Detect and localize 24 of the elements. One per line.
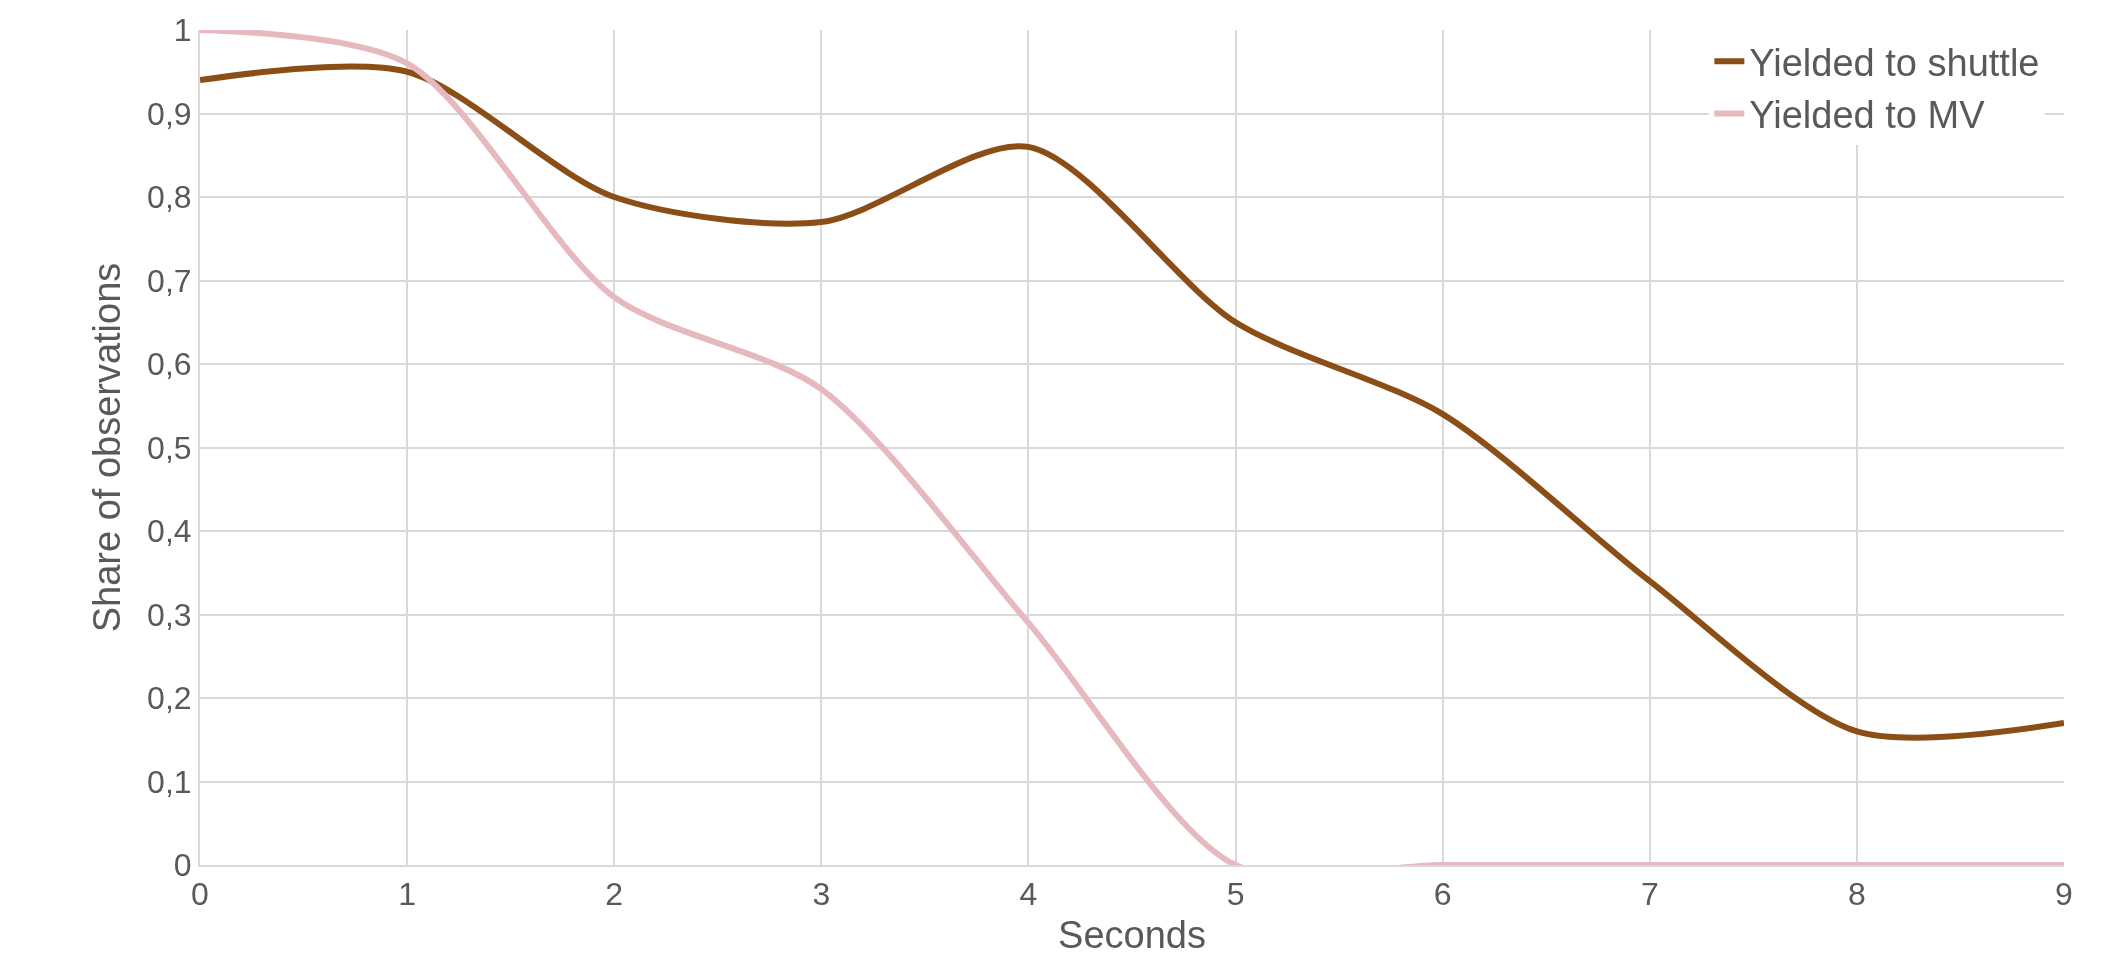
y-tick-label: 0,8 (147, 179, 192, 216)
y-tick-label: 0,2 (147, 680, 192, 717)
x-tick-label: 6 (1433, 876, 1452, 913)
y-tick-label: 0,1 (147, 763, 192, 800)
y-axis-title: Share of observations (85, 262, 128, 633)
x-tick-label: 5 (1226, 876, 1245, 913)
x-tick-label: 2 (605, 876, 624, 913)
legend-label: Yielded to MV (1749, 94, 1986, 137)
y-tick-label: 0,7 (147, 262, 192, 299)
legend-label: Yielded to shuttle (1749, 42, 2040, 85)
x-axis-title: Seconds (1058, 914, 1206, 956)
x-tick-label: 1 (398, 876, 417, 913)
x-tick-label: 7 (1640, 876, 1659, 913)
y-tick-label: 0,3 (147, 596, 192, 633)
y-tick-label: 1 (173, 12, 192, 49)
x-tick-label: 3 (812, 876, 831, 913)
y-tick-label: 0,4 (147, 513, 192, 550)
y-tick-label: 0 (173, 847, 192, 884)
x-tick-label: 8 (1847, 876, 1866, 913)
x-tick-label: 4 (1019, 876, 1038, 913)
y-tick-label: 0,6 (147, 346, 192, 383)
x-tick-label: 9 (2055, 876, 2073, 913)
y-tick-label: 0,9 (147, 95, 192, 132)
y-tick-label: 0,5 (147, 429, 192, 466)
